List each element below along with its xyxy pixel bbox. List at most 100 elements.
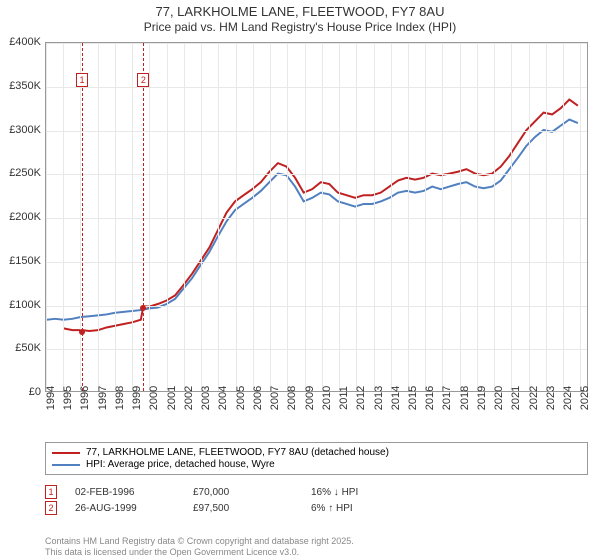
- gridline: [477, 43, 478, 391]
- gridline: [63, 43, 64, 391]
- gridline: [374, 43, 375, 391]
- sale-row: 2 26-AUG-1999 £97,500 6% ↑ HPI: [45, 501, 588, 515]
- attribution-line: This data is licensed under the Open Gov…: [45, 547, 354, 558]
- legend-label: HPI: Average price, detached house, Wyre: [86, 459, 275, 470]
- gridline: [511, 43, 512, 391]
- x-tick-label: 2004: [217, 386, 229, 410]
- sale-dot: [79, 329, 85, 335]
- series-hpi: [47, 120, 578, 320]
- x-tick-label: 2017: [441, 386, 453, 410]
- x-tick-label: 2005: [235, 386, 247, 410]
- gridline: [356, 43, 357, 391]
- gridline: [46, 131, 587, 132]
- sale-marker-line: [143, 43, 144, 391]
- gridline: [322, 43, 323, 391]
- gridline: [46, 262, 587, 263]
- y-axis: £0£50K£100K£150K£200K£250K£300K£350K£400…: [0, 42, 44, 392]
- gridline: [442, 43, 443, 391]
- x-tick-label: 2002: [183, 386, 195, 410]
- gridline: [115, 43, 116, 391]
- x-tick-label: 2007: [269, 386, 281, 410]
- x-tick-label: 2023: [545, 386, 557, 410]
- gridline: [46, 349, 587, 350]
- gridline: [46, 87, 587, 88]
- x-tick-label: 2016: [424, 386, 436, 410]
- gridline: [184, 43, 185, 391]
- gridline: [529, 43, 530, 391]
- y-tick-label: £350K: [9, 80, 41, 92]
- gridline: [391, 43, 392, 391]
- gridline: [580, 43, 581, 391]
- gridline: [132, 43, 133, 391]
- sale-marker-line: [82, 43, 83, 391]
- legend-item-hpi: HPI: Average price, detached house, Wyre: [52, 459, 581, 470]
- gridline: [46, 43, 47, 391]
- chart-title: 77, LARKHOLME LANE, FLEETWOOD, FY7 8AU P…: [0, 0, 600, 36]
- gridline: [167, 43, 168, 391]
- sale-dot: [140, 305, 146, 311]
- x-tick-label: 2020: [493, 386, 505, 410]
- sale-date: 26-AUG-1999: [75, 503, 175, 514]
- title-address: 77, LARKHOLME LANE, FLEETWOOD, FY7 8AU: [0, 4, 600, 19]
- sale-delta: 6% ↑ HPI: [311, 503, 411, 514]
- legend: 77, LARKHOLME LANE, FLEETWOOD, FY7 8AU (…: [45, 442, 588, 475]
- x-tick-label: 2011: [338, 386, 350, 410]
- gridline: [425, 43, 426, 391]
- y-tick-label: £0: [29, 386, 41, 398]
- series-property: [64, 100, 578, 331]
- y-tick-label: £200K: [9, 211, 41, 223]
- gridline: [494, 43, 495, 391]
- sale-marker: 2: [45, 501, 57, 515]
- x-tick-label: 1996: [79, 386, 91, 410]
- x-tick-label: 2006: [252, 386, 264, 410]
- sale-marker: 1: [45, 485, 57, 499]
- title-subtitle: Price paid vs. HM Land Registry's House …: [0, 20, 600, 34]
- x-tick-label: 2024: [562, 386, 574, 410]
- attribution-line: Contains HM Land Registry data © Crown c…: [45, 536, 354, 547]
- sale-price: £70,000: [193, 487, 293, 498]
- gridline: [46, 43, 587, 44]
- sale-price: £97,500: [193, 503, 293, 514]
- x-tick-label: 2021: [510, 386, 522, 410]
- x-tick-label: 2001: [166, 386, 178, 410]
- gridline: [98, 43, 99, 391]
- gridline: [201, 43, 202, 391]
- legend-swatch: [52, 464, 80, 466]
- x-tick-label: 2022: [528, 386, 540, 410]
- x-tick-label: 2003: [200, 386, 212, 410]
- gridline: [460, 43, 461, 391]
- x-tick-label: 1998: [114, 386, 126, 410]
- sale-marker-box: 2: [137, 73, 149, 87]
- gridline: [563, 43, 564, 391]
- gridline: [287, 43, 288, 391]
- x-tick-label: 2013: [373, 386, 385, 410]
- gridline: [236, 43, 237, 391]
- gridline: [218, 43, 219, 391]
- gridline: [149, 43, 150, 391]
- chart-svg: [46, 43, 587, 391]
- gridline: [270, 43, 271, 391]
- gridline: [339, 43, 340, 391]
- x-tick-label: 2025: [579, 386, 591, 410]
- gridline: [253, 43, 254, 391]
- legend-label: 77, LARKHOLME LANE, FLEETWOOD, FY7 8AU (…: [86, 447, 389, 458]
- x-tick-label: 1995: [62, 386, 74, 410]
- sale-row: 1 02-FEB-1996 £70,000 16% ↓ HPI: [45, 485, 588, 499]
- gridline: [546, 43, 547, 391]
- legend-item-property: 77, LARKHOLME LANE, FLEETWOOD, FY7 8AU (…: [52, 447, 581, 458]
- x-tick-label: 2015: [407, 386, 419, 410]
- plot-area: 12: [45, 42, 588, 392]
- x-tick-label: 1999: [131, 386, 143, 410]
- gridline: [46, 306, 587, 307]
- x-tick-label: 2018: [459, 386, 471, 410]
- x-tick-label: 2010: [321, 386, 333, 410]
- attribution: Contains HM Land Registry data © Crown c…: [45, 536, 354, 558]
- x-tick-label: 2008: [286, 386, 298, 410]
- y-tick-label: £400K: [9, 36, 41, 48]
- x-tick-label: 1997: [97, 386, 109, 410]
- sale-date: 02-FEB-1996: [75, 487, 175, 498]
- y-tick-label: £150K: [9, 255, 41, 267]
- x-tick-label: 2014: [390, 386, 402, 410]
- x-tick-label: 2019: [476, 386, 488, 410]
- x-tick-label: 2000: [148, 386, 160, 410]
